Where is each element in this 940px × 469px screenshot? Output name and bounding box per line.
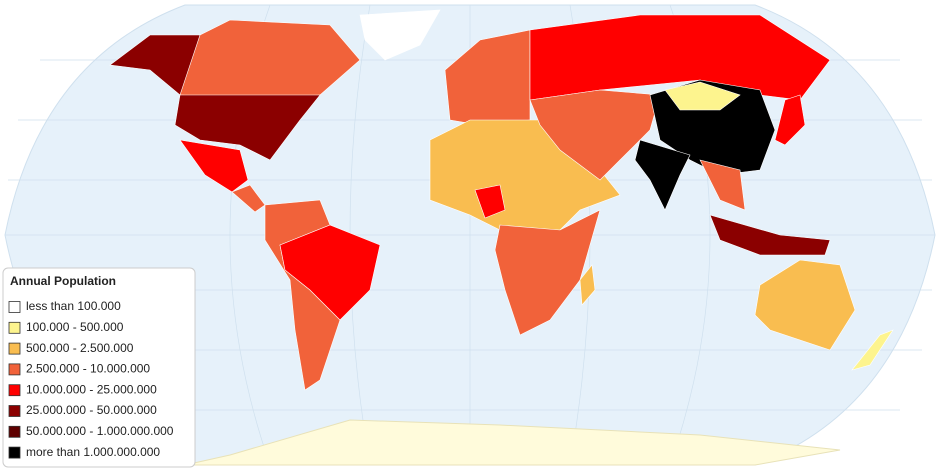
south-africa	[494, 209, 601, 336]
legend-swatch	[8, 301, 21, 313]
antarctica	[184, 419, 841, 466]
australia	[754, 259, 856, 351]
madagascar	[579, 264, 596, 306]
greenland	[359, 9, 441, 61]
legend: Annual Population less than 100.000 100.0…	[2, 267, 196, 468]
india	[634, 139, 691, 211]
legend-swatch	[8, 384, 21, 397]
brazil	[279, 224, 381, 321]
japan	[774, 94, 806, 146]
legend-label: 10.000.000 - 25.000.000	[26, 382, 157, 396]
usa	[174, 94, 321, 161]
legend-label: more than 1.000.000.000	[26, 445, 160, 459]
legend-label: 500.000 - 2.500.000	[26, 341, 134, 355]
legend-swatch	[8, 321, 21, 334]
legend-items: less than 100.000 100.000 - 500.000 500.00…	[8, 299, 174, 459]
legend-swatch	[8, 446, 21, 459]
nigeria	[474, 184, 506, 219]
mexico	[179, 139, 249, 193]
legend-label: 2.500.000 - 10.000.000	[26, 362, 150, 376]
southeast-asia	[699, 159, 746, 211]
legend-label: less than 100.000	[26, 299, 121, 313]
countries	[109, 9, 894, 466]
mongolia	[664, 81, 741, 111]
legend-title: Annual Population	[10, 274, 116, 288]
legend-box	[2, 267, 196, 468]
legend-label: 50.000.000 - 1.000.000.000	[26, 424, 174, 438]
legend-swatch	[8, 425, 21, 438]
new-zealand	[851, 329, 894, 371]
legend-label: 25.000.000 - 50.000.000	[26, 403, 157, 417]
legend-swatch	[8, 405, 21, 417]
indonesia	[709, 214, 831, 256]
legend-label: 100.000 - 500.000	[26, 320, 124, 334]
middle-east	[529, 89, 661, 181]
legend-swatch	[8, 342, 21, 355]
alaska	[109, 34, 201, 96]
legend-swatch	[8, 363, 21, 376]
